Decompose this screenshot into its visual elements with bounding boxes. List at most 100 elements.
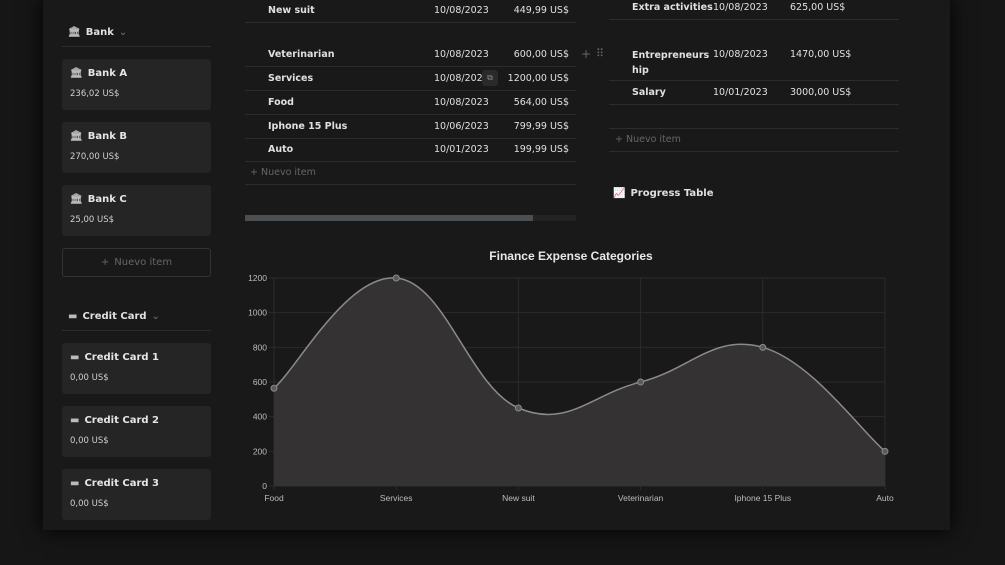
card-value: 0,00 US$: [70, 499, 109, 509]
row-name: Veterinarian: [268, 49, 335, 60]
x-tick-label: Veterinarian: [618, 493, 664, 503]
data-point: [759, 343, 767, 351]
credit-card-icon: ▬: [70, 478, 80, 489]
x-tick-label: Auto: [876, 493, 894, 503]
row-name: Salary: [632, 87, 666, 98]
row-amount: 199,99 US$: [513, 144, 569, 155]
data-point: [514, 404, 522, 412]
row-date: 10/08/2023: [713, 49, 768, 60]
x-tick-label: New suit: [502, 493, 535, 503]
bank-title: Bank: [85, 27, 114, 38]
row-date: 10/08/2023: [713, 2, 768, 13]
progress-table-link[interactable]: 📈 Progress Table: [613, 188, 714, 199]
progress-table-title: Progress Table: [630, 188, 714, 199]
chevron-down-icon: ⌄: [118, 27, 128, 38]
table-row[interactable]: New suit 10/08/2023 449,99 US$: [245, 0, 576, 23]
row-date: 10/08/2023: [434, 5, 489, 16]
row-name: Auto: [268, 144, 294, 155]
card-value: 236,02 US$: [70, 89, 120, 99]
card-value: 0,00 US$: [70, 373, 109, 383]
credit-card-icon: ▬: [70, 352, 80, 363]
credit-card[interactable]: ▬ Credit Card 2 0,00 US$: [62, 406, 211, 457]
copy-icon[interactable]: ⧉: [482, 70, 498, 86]
y-tick-label: 1000: [248, 308, 267, 318]
row-name-line: Entrepreneurs: [632, 50, 710, 61]
expenses-table: New suit 10/08/2023 449,99 US$ Veterinaria…: [245, 0, 576, 200]
card-title: Credit Card 1: [84, 352, 159, 363]
chart-title: Finance Expense Categories: [489, 249, 653, 263]
bank-card[interactable]: 🏛 Bank C 25,00 US$: [62, 185, 211, 236]
credit-card[interactable]: ▬ Credit Card 1 0,00 US$: [62, 343, 211, 394]
bank-icon: 🏛: [68, 27, 81, 38]
row-amount: 799,99 US$: [513, 121, 569, 132]
row-name: Iphone 15 Plus: [268, 121, 348, 132]
y-tick-label: 0: [262, 481, 267, 491]
new-item-label: Nuevo item: [625, 134, 681, 145]
scrollbar-thumb[interactable]: [245, 215, 533, 221]
y-tick-label: 800: [253, 342, 267, 352]
row-name: Services: [268, 73, 314, 84]
row-name: Extra activities: [632, 2, 713, 13]
table-row[interactable]: Services 10/08/202 ⧉ 1200,00 US$: [245, 67, 576, 91]
y-tick-label: 600: [253, 377, 267, 387]
plus-icon: +: [100, 257, 110, 268]
card-title: Bank B: [87, 131, 127, 142]
row-amount: 564,00 US$: [513, 97, 569, 108]
new-expense-button[interactable]: + Nuevo item: [250, 167, 316, 178]
plus-icon: +: [250, 167, 261, 178]
credit-card-icon: ▬: [68, 311, 78, 322]
table-row[interactable]: Extra activities 10/08/2023 625,00 US$: [609, 0, 899, 20]
row-date: 10/01/2023: [713, 87, 768, 98]
card-title: Credit Card 2: [84, 415, 159, 426]
table-row[interactable]: Veterinarian 10/08/2023 600,00 US$: [245, 43, 576, 67]
x-tick-label: Iphone 15 Plus: [734, 493, 791, 503]
bank-icon: 🏛: [70, 68, 83, 79]
y-tick-label: 200: [253, 446, 267, 456]
income-table: Extra activities 10/08/2023 625,00 US$ Ent…: [609, 0, 899, 160]
new-item-label: Nuevo item: [114, 257, 173, 268]
row-name: Food: [268, 97, 294, 108]
area-fill: [274, 277, 885, 486]
y-tick-label: 400: [253, 412, 267, 422]
credit-section-header[interactable]: ▬ Credit Card ⌄: [68, 311, 160, 322]
chart-line-icon: 📈: [613, 188, 626, 199]
card-value: 0,00 US$: [70, 436, 109, 446]
drag-handle-icon[interactable]: ⠿: [596, 47, 605, 60]
credit-title: Credit Card: [82, 311, 147, 322]
row-amount: 600,00 US$: [513, 49, 569, 60]
new-bank-button[interactable]: + Nuevo item: [62, 248, 211, 277]
bank-card[interactable]: 🏛 Bank B 270,00 US$: [62, 122, 211, 173]
row-amount: 1470,00 US$: [790, 49, 852, 60]
bank-section-header[interactable]: 🏛 Bank ⌄: [68, 27, 127, 38]
workspace-panel: 🏛 Bank ⌄ 🏛 Bank A 236,02 US$ 🏛 Bank B 270,00 U…: [43, 0, 950, 530]
row-amount: 3000,00 US$: [790, 87, 852, 98]
row-name-line: hip: [632, 65, 649, 76]
row-date: 10/01/2023: [434, 144, 489, 155]
row-amount: 449,99 US$: [513, 5, 569, 16]
data-point: [270, 384, 278, 392]
chevron-down-icon: ⌄: [151, 311, 160, 322]
row-amount: 1200,00 US$: [507, 73, 569, 84]
card-value: 25,00 US$: [70, 215, 115, 225]
data-point: [637, 378, 645, 386]
expense-chart: Finance Expense Categories 0 200 400 600 800…: [248, 249, 894, 503]
bank-card[interactable]: 🏛 Bank A 236,02 US$: [62, 59, 211, 110]
card-value: 270,00 US$: [70, 152, 120, 162]
horizontal-scrollbar[interactable]: [245, 215, 576, 221]
table-row[interactable]: Food 10/08/2023 564,00 US$: [245, 91, 576, 115]
x-tick-label: Food: [264, 493, 284, 503]
new-income-button[interactable]: + Nuevo item: [615, 134, 681, 145]
row-date: 10/06/2023: [434, 121, 489, 132]
card-title: Bank C: [87, 194, 127, 205]
row-date: 10/08/2023: [434, 97, 489, 108]
table-row[interactable]: Auto 10/01/2023 199,99 US$: [245, 138, 576, 162]
row-name: New suit: [268, 5, 315, 16]
credit-card[interactable]: ▬ Credit Card 3 0,00 US$: [62, 469, 211, 520]
table-row[interactable]: Salary 10/01/2023 3000,00 US$: [609, 81, 899, 105]
table-row[interactable]: Entrepreneurs hip 10/08/2023 1470,00 US$: [609, 43, 899, 81]
bank-icon: 🏛: [70, 131, 83, 142]
card-title: Credit Card 3: [84, 478, 159, 489]
row-date: 10/08/2023: [434, 49, 489, 60]
add-row-icon[interactable]: +: [581, 47, 592, 61]
table-row[interactable]: Iphone 15 Plus 10/06/2023 799,99 US$: [245, 115, 576, 139]
